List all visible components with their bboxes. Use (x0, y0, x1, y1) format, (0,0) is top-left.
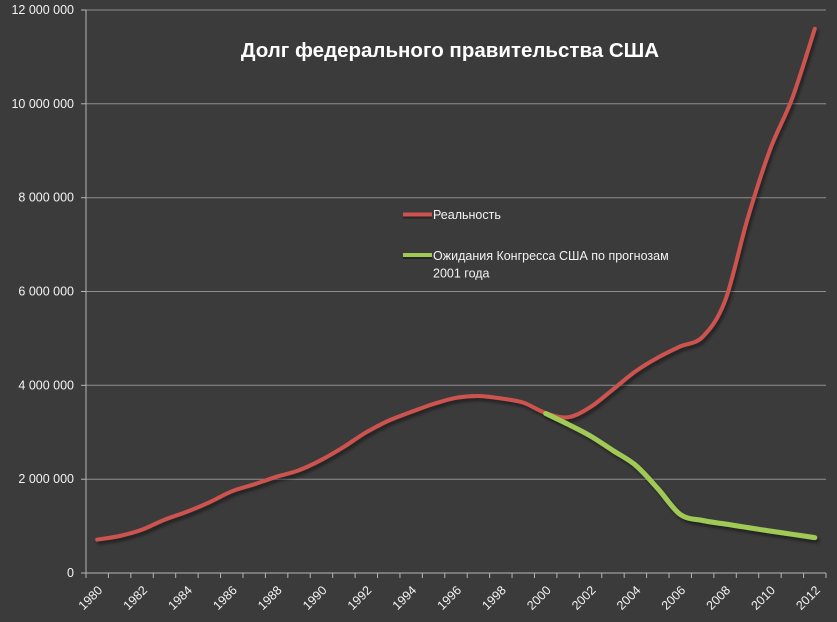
svg-text:Долг федерального правительств: Долг федерального правительства США (241, 39, 659, 62)
svg-text:10 000 000: 10 000 000 (11, 97, 74, 111)
svg-text:12 000 000: 12 000 000 (11, 3, 74, 17)
svg-text:Ожидания Конгресса США по прог: Ожидания Конгресса США по прогнозам (433, 249, 669, 263)
svg-text:2 000 000: 2 000 000 (18, 472, 74, 486)
svg-text:2001 года: 2001 года (433, 267, 490, 281)
svg-text:8 000 000: 8 000 000 (18, 191, 74, 205)
svg-text:6 000 000: 6 000 000 (18, 285, 74, 299)
svg-text:4 000 000: 4 000 000 (18, 378, 74, 392)
svg-text:Реальность: Реальность (433, 208, 501, 222)
svg-text:0: 0 (67, 566, 74, 580)
